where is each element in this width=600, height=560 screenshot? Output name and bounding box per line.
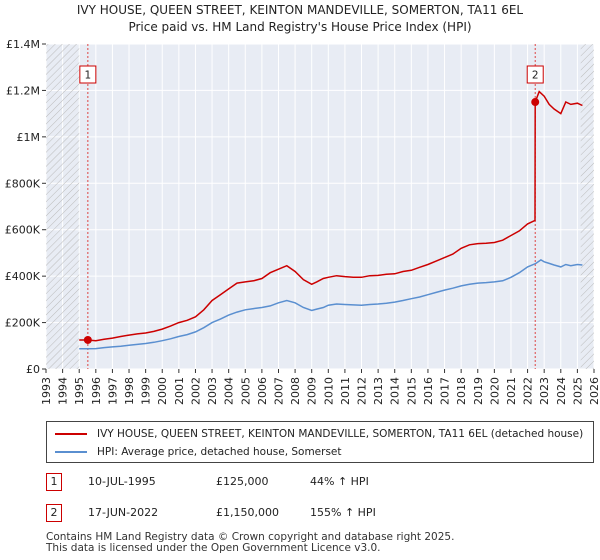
sale-point	[83, 335, 92, 344]
x-tick-label: 2013	[372, 377, 385, 405]
y-tick-label: £1M	[17, 131, 41, 144]
legend-item-hpi: HPI: Average price, detached house, Some…	[55, 444, 342, 460]
footer-licence: This data is licensed under the Open Gov…	[46, 542, 381, 554]
x-tick-label: 2019	[472, 377, 485, 405]
x-tick-label: 2008	[289, 377, 302, 405]
x-tick-label: 1998	[123, 377, 136, 405]
x-tick-label: 2018	[455, 377, 468, 405]
x-tick-label: 2015	[405, 377, 418, 405]
x-tick-label: 1997	[106, 377, 119, 405]
x-tick-label: 2023	[538, 377, 551, 405]
y-tick-label: £200K	[5, 317, 41, 330]
transaction-price: £125,000	[216, 475, 269, 488]
legend-swatch-hpi	[55, 451, 87, 453]
x-tick-label: 2017	[439, 377, 452, 405]
x-tick-label: 1993	[40, 377, 53, 405]
legend-label-hpi: HPI: Average price, detached house, Some…	[97, 446, 342, 458]
chart-title: IVY HOUSE, QUEEN STREET, KEINTON MANDEVI…	[77, 3, 524, 17]
x-tick-label: 2009	[306, 377, 319, 405]
legend: IVY HOUSE, QUEEN STREET, KEINTON MANDEVI…	[46, 421, 594, 463]
legend-label-property: IVY HOUSE, QUEEN STREET, KEINTON MANDEVI…	[97, 428, 584, 440]
x-tick-label: 2026	[588, 377, 600, 405]
x-tick-label: 2020	[488, 377, 501, 405]
x-tick-label: 2012	[356, 377, 369, 405]
transaction-date: 17-JUN-2022	[88, 506, 159, 519]
sale-label-box	[526, 65, 544, 84]
price-chart: IVY HOUSE, QUEEN STREET, KEINTON MANDEVI…	[5, 3, 600, 405]
x-tick-label: 1999	[140, 377, 153, 405]
x-tick-label: 1995	[73, 377, 86, 405]
hatch-region-after	[580, 44, 594, 369]
sale-label: 2	[532, 70, 539, 82]
x-tick-label: 2014	[389, 377, 402, 405]
x-tick-label: 2003	[206, 377, 219, 405]
legend-item-property: IVY HOUSE, QUEEN STREET, KEINTON MANDEVI…	[55, 426, 583, 442]
footer-copyright: Contains HM Land Registry data © Crown c…	[46, 531, 455, 543]
transaction-number: 2	[46, 504, 62, 522]
y-tick-label: £0	[26, 363, 40, 376]
x-tick-label: 1996	[90, 377, 103, 405]
sale-label-box	[79, 65, 97, 84]
x-tick-label: 2002	[189, 377, 202, 405]
x-tick-label: 2024	[555, 377, 568, 405]
transaction-price: £1,150,000	[216, 506, 279, 519]
x-tick-label: 2006	[256, 377, 269, 405]
y-tick-label: £1.2M	[6, 84, 40, 97]
y-tick-label: £600K	[5, 224, 41, 237]
transaction-hpi: 155% ↑ HPI	[310, 506, 376, 519]
series-line-property	[79, 90, 583, 342]
y-tick-label: £800K	[5, 177, 41, 190]
series-line-hpi	[79, 259, 583, 350]
chart-subtitle: Price paid vs. HM Land Registry's House …	[128, 20, 471, 34]
x-tick-label: 2000	[156, 377, 169, 405]
transaction-date: 10-JUL-1995	[88, 475, 156, 488]
y-tick-label: £1.4M	[6, 38, 40, 51]
y-tick-label: £400K	[5, 270, 41, 283]
legend-swatch-property	[55, 433, 87, 435]
x-tick-label: 2007	[272, 377, 285, 405]
footer: Contains HM Land Registry data © Crown c…	[46, 532, 454, 554]
x-tick-label: 2004	[223, 377, 236, 405]
transaction-hpi: 44% ↑ HPI	[310, 475, 369, 488]
x-tick-label: 2010	[322, 377, 335, 405]
x-tick-label: 2021	[505, 377, 518, 405]
transaction-number: 1	[46, 473, 62, 491]
x-tick-label: 1994	[57, 377, 70, 405]
x-tick-label: 2022	[522, 377, 535, 405]
sale-label: 1	[85, 70, 92, 82]
x-tick-label: 2016	[422, 377, 435, 405]
sale-point	[531, 98, 540, 107]
x-tick-label: 2025	[571, 377, 584, 405]
x-tick-label: 2001	[173, 377, 186, 405]
x-tick-label: 2005	[239, 377, 252, 405]
plot-area	[46, 44, 594, 369]
hatch-region-before	[46, 44, 80, 369]
x-tick-label: 2011	[339, 377, 352, 405]
